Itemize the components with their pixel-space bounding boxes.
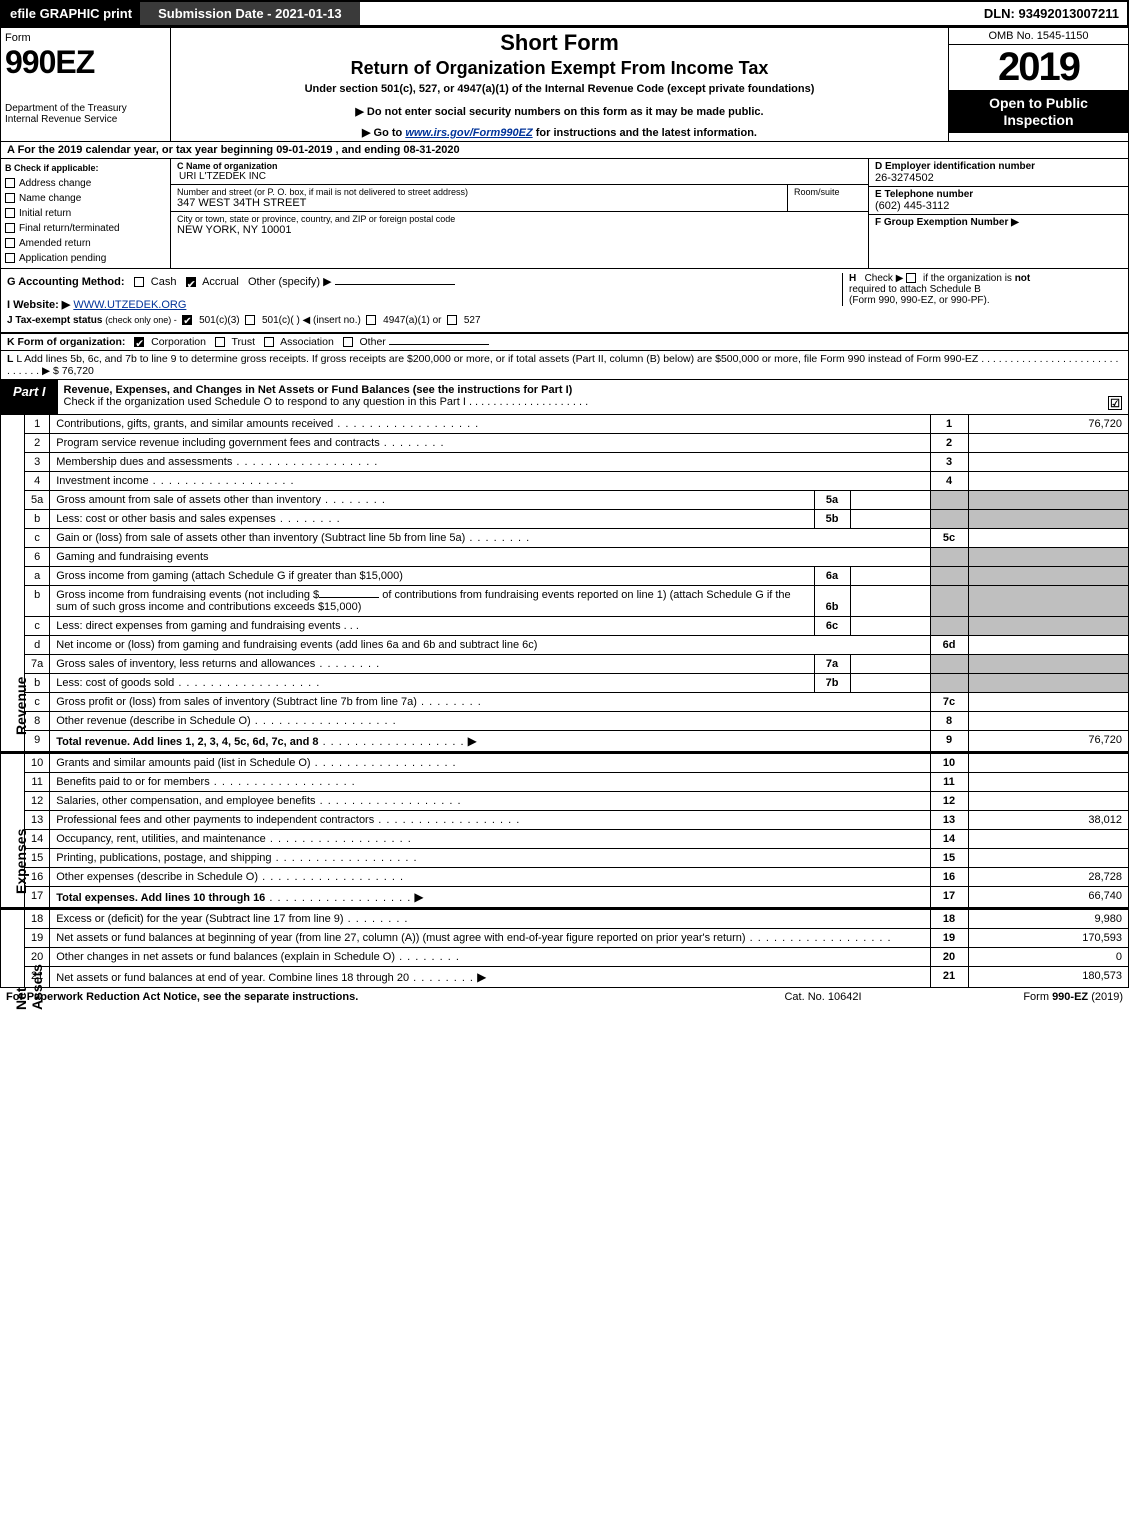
J-label: J Tax-exempt status — [7, 315, 102, 326]
chk-amended-return[interactable]: Amended return — [5, 238, 166, 249]
C-label: C Name of organization — [177, 161, 862, 171]
room-suite-label: Room/suite — [788, 185, 868, 211]
part-i-title: Revenue, Expenses, and Changes in Net As… — [64, 384, 573, 396]
chk-trust[interactable] — [215, 337, 225, 347]
K-label: K Form of organization: — [7, 336, 125, 348]
L-text: L Add lines 5b, 6c, and 7b to line 9 to … — [16, 353, 978, 365]
chk-final-return[interactable]: Final return/terminated — [5, 223, 166, 234]
omb-number: OMB No. 1545-1150 — [949, 28, 1128, 45]
chk-501c3[interactable]: ✔ — [182, 315, 192, 325]
street-label: Number and street (or P. O. box, if mail… — [177, 187, 781, 197]
part-i-check: Check if the organization used Schedule … — [64, 396, 466, 408]
website-link[interactable]: WWW.UTZEDEK.ORG — [73, 299, 186, 311]
E-label: E Telephone number — [875, 189, 1122, 200]
city-label: City or town, state or province, country… — [177, 214, 862, 224]
topbar: efile GRAPHIC print Submission Date - 20… — [0, 0, 1129, 27]
org-name: URI L'TZEDEK INC — [179, 171, 862, 182]
open-inspection: Open to Public Inspection — [949, 91, 1128, 133]
F-label: F Group Exemption Number ▶ — [875, 217, 1122, 228]
revenue-table: 1Contributions, gifts, grants, and simil… — [25, 414, 1128, 751]
expenses-table: 10Grants and similar amounts paid (list … — [25, 753, 1128, 907]
goto-post: for instructions and the latest informat… — [533, 127, 757, 139]
G-label: G Accounting Method: — [7, 276, 125, 288]
chk-corp[interactable]: ✔ — [134, 337, 144, 347]
total-revenue: 76,720 — [968, 731, 1128, 752]
form-year-footer: Form 990-EZ (2019) — [923, 991, 1123, 1003]
H-checkbox[interactable] — [906, 273, 916, 283]
line21-value: 180,573 — [968, 967, 1128, 988]
chk-address-change[interactable]: Address change — [5, 178, 166, 189]
entity-block: B Check if applicable: Address change Na… — [1, 159, 1128, 269]
paperwork-notice: For Paperwork Reduction Act Notice, see … — [6, 991, 723, 1003]
return-title: Return of Organization Exempt From Incom… — [177, 58, 942, 79]
H-box: H Check ▶ if the organization is not req… — [842, 273, 1122, 306]
chk-application-pending[interactable]: Application pending — [5, 253, 166, 264]
ein-value: 26-3274502 — [875, 172, 1122, 184]
efile-print-label[interactable]: efile GRAPHIC print — [2, 2, 140, 25]
chk-assoc[interactable] — [264, 337, 274, 347]
chk-other[interactable] — [343, 337, 353, 347]
line20-value: 0 — [968, 948, 1128, 967]
chk-cash[interactable] — [134, 277, 144, 287]
form-label: Form — [5, 32, 166, 44]
ssn-warning: ▶ Do not enter social security numbers o… — [177, 105, 942, 118]
dln: DLN: 93492013007211 — [976, 2, 1127, 25]
street-value: 347 WEST 34TH STREET — [177, 197, 781, 209]
total-expenses: 66,740 — [968, 887, 1128, 908]
revenue-side-label: Revenue — [13, 677, 29, 735]
part-i-header: Part I Revenue, Expenses, and Changes in… — [1, 380, 1128, 414]
form-number: 990EZ — [5, 44, 166, 81]
irs-label: Internal Revenue Service — [5, 114, 166, 125]
chk-4947[interactable] — [366, 315, 376, 325]
part-i-label: Part I — [1, 380, 58, 414]
phone-value: (602) 445-3112 — [875, 200, 1122, 212]
goto-pre: ▶ Go to — [362, 127, 405, 139]
dept-treasury: Department of the Treasury — [5, 103, 166, 114]
I-label: I Website: ▶ — [7, 299, 70, 311]
chk-name-change[interactable]: Name change — [5, 193, 166, 204]
subtitle: Under section 501(c), 527, or 4947(a)(1)… — [177, 83, 942, 95]
line1-value: 76,720 — [968, 415, 1128, 434]
line16-value: 28,728 — [968, 868, 1128, 887]
row-A-tax-year: A For the 2019 calendar year, or tax yea… — [1, 142, 1128, 159]
goto-line: ▶ Go to www.irs.gov/Form990EZ for instru… — [177, 126, 942, 139]
netassets-side-label: Net Assets — [13, 964, 45, 1010]
irs-link[interactable]: www.irs.gov/Form990EZ — [405, 127, 532, 139]
line18-value: 9,980 — [968, 910, 1128, 929]
B-label: B Check if applicable: — [5, 163, 99, 173]
D-label: D Employer identification number — [875, 161, 1122, 172]
submission-date: Submission Date - 2021-01-13 — [140, 2, 360, 25]
cat-no: Cat. No. 10642I — [723, 991, 923, 1003]
city-value: NEW YORK, NY 10001 — [177, 224, 862, 236]
part-i-checkbox[interactable]: ☑ — [1108, 396, 1122, 410]
netassets-table: 18Excess or (deficit) for the year (Subt… — [25, 909, 1128, 987]
short-form-title: Short Form — [177, 30, 942, 56]
expenses-side-label: Expenses — [13, 829, 29, 894]
chk-501c[interactable] — [245, 315, 255, 325]
tax-year: 2019 — [949, 45, 1128, 91]
chk-initial-return[interactable]: Initial return — [5, 208, 166, 219]
L-value: 76,720 — [62, 365, 94, 377]
form-body: Form 990EZ Department of the Treasury In… — [0, 27, 1129, 988]
line13-value: 38,012 — [968, 811, 1128, 830]
chk-527[interactable] — [447, 315, 457, 325]
form-header: Form 990EZ Department of the Treasury In… — [1, 28, 1128, 142]
chk-accrual[interactable]: ✔ — [186, 277, 196, 287]
page-footer: For Paperwork Reduction Act Notice, see … — [0, 988, 1129, 1006]
line19-value: 170,593 — [968, 929, 1128, 948]
